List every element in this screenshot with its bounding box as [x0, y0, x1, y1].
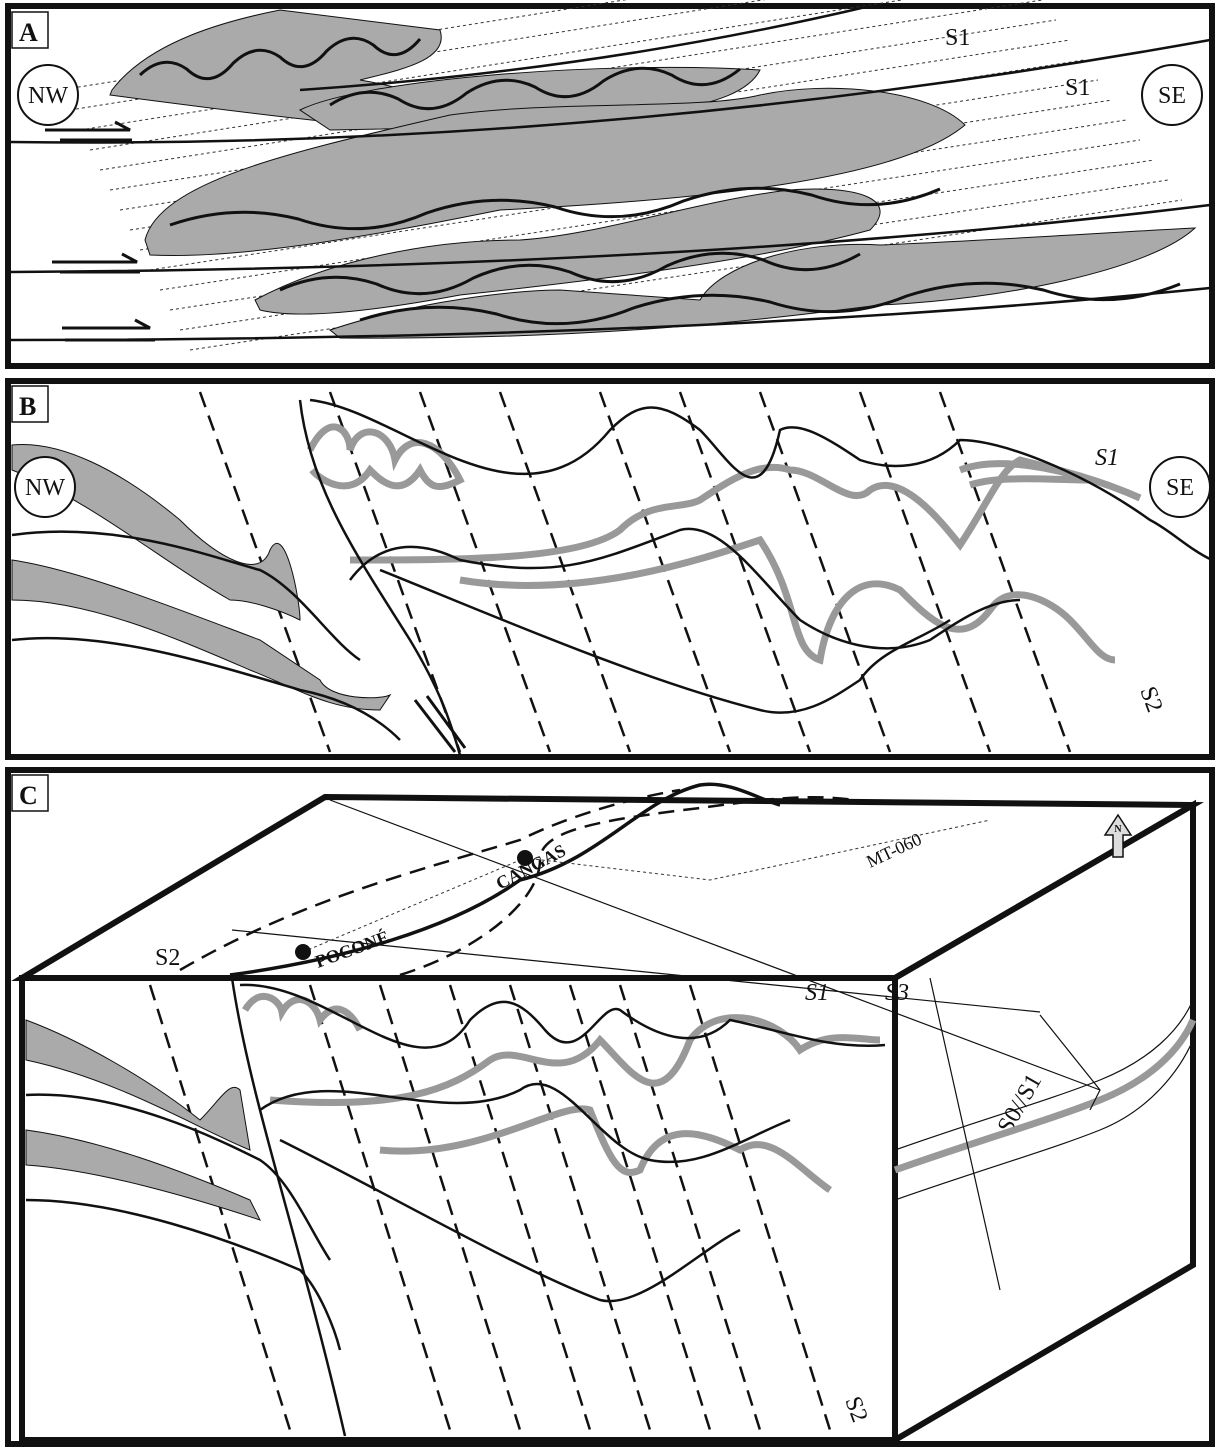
foliation-label: S1	[1065, 75, 1090, 101]
town-marker	[295, 944, 311, 960]
s2-line	[500, 392, 630, 752]
direction: NW	[28, 83, 68, 109]
figure: A NW SE S1 S1 B NW SE S1 S2	[0, 0, 1216, 1449]
panel-label: C	[19, 781, 38, 810]
panel-c: N MT-060 CANGAS POCONÉ S2 S3 S0//S1 C S1…	[8, 770, 1212, 1444]
north-label: N	[1114, 824, 1122, 835]
direction: SE	[1166, 475, 1194, 501]
panel-label: A	[19, 18, 38, 47]
layer	[310, 427, 460, 487]
block-front	[22, 978, 895, 1440]
shear-arrows	[45, 122, 155, 340]
layer-boundary	[12, 638, 400, 740]
foliation-label: S1	[945, 25, 970, 51]
direction: SE	[1158, 83, 1186, 109]
foliation-label: S2	[155, 945, 180, 971]
s2-line	[940, 392, 1070, 752]
panel-b: B NW SE S1 S2	[8, 381, 1212, 757]
foliation-label: S3	[885, 980, 909, 1006]
foliation-label: S2	[1134, 683, 1167, 716]
s2-line	[600, 392, 730, 752]
direction: NW	[25, 475, 65, 501]
panel-label: B	[19, 392, 36, 421]
panel-a: A NW SE S1 S1	[8, 0, 1212, 366]
s2-line	[860, 392, 990, 752]
foliation-label: S1	[1095, 445, 1119, 471]
s2-line	[680, 392, 810, 752]
foliation-label: S1	[805, 980, 829, 1006]
layer-boundary	[380, 570, 950, 713]
